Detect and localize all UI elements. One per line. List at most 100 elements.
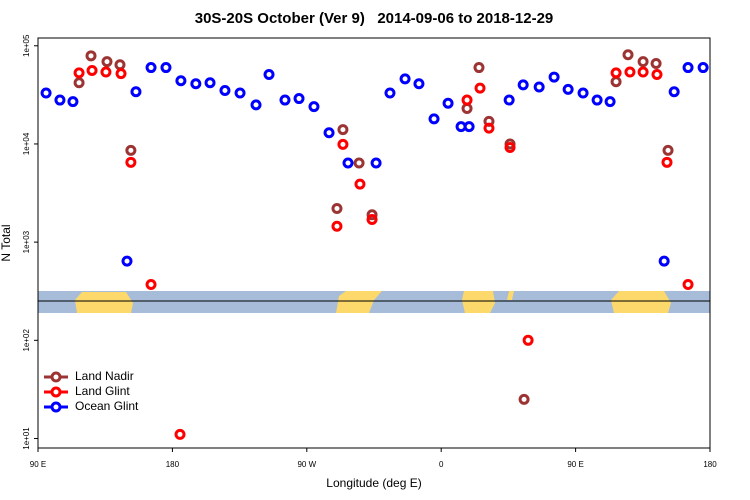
- point: [366, 214, 378, 226]
- y-tick-label: 1e+05: [22, 34, 31, 57]
- point: [54, 94, 66, 106]
- latitude-band: [38, 291, 710, 313]
- point: [101, 56, 113, 68]
- x-tick-label: 90 W: [297, 460, 316, 469]
- point: [591, 94, 603, 106]
- point: [661, 156, 673, 168]
- point: [518, 393, 530, 405]
- point: [637, 66, 649, 78]
- point: [637, 56, 649, 68]
- point: [293, 93, 305, 105]
- x-tick-label: 90 E: [30, 460, 46, 469]
- point: [67, 96, 79, 108]
- point: [461, 94, 473, 106]
- point: [234, 87, 246, 99]
- point: [160, 62, 172, 74]
- point: [668, 86, 680, 98]
- point: [263, 68, 275, 80]
- point: [342, 157, 354, 169]
- point: [463, 121, 475, 133]
- x-tick-label: 0: [439, 460, 444, 469]
- point: [413, 78, 425, 90]
- point: [399, 73, 411, 85]
- point: [662, 144, 674, 156]
- legend-marker: [50, 401, 62, 413]
- legend-label: Ocean Glint: [75, 399, 139, 413]
- point: [658, 255, 670, 267]
- point: [697, 62, 709, 74]
- point: [548, 71, 560, 83]
- legend-label: Land Nadir: [75, 369, 134, 383]
- land-shape: [75, 292, 133, 313]
- point: [366, 209, 378, 221]
- point: [503, 94, 515, 106]
- point: [73, 77, 85, 89]
- point: [115, 68, 127, 80]
- land-shape: [611, 291, 671, 313]
- legend-marker: [50, 386, 62, 398]
- y-tick-label: 1e+02: [22, 329, 31, 352]
- point: [219, 85, 231, 97]
- y-tick-label: 1e+04: [22, 132, 31, 155]
- land-shape: [507, 291, 514, 300]
- point: [331, 220, 343, 232]
- point: [474, 82, 486, 94]
- point: [354, 178, 366, 190]
- point: [250, 99, 262, 111]
- point: [145, 279, 157, 291]
- point: [533, 81, 545, 93]
- land-shape: [336, 291, 382, 313]
- point: [308, 101, 320, 113]
- y-tick-label: 1e+01: [22, 427, 31, 450]
- point: [522, 334, 534, 346]
- ocean-band: [38, 291, 710, 313]
- point: [174, 428, 186, 440]
- point: [682, 62, 694, 74]
- point: [337, 138, 349, 150]
- point: [121, 255, 133, 267]
- point: [483, 122, 495, 134]
- point: [337, 124, 349, 136]
- point: [473, 62, 485, 74]
- point: [323, 127, 335, 139]
- point: [604, 96, 616, 108]
- y-axis-label: N Total: [0, 224, 13, 261]
- point: [577, 87, 589, 99]
- point: [125, 144, 137, 156]
- point: [331, 203, 343, 215]
- point: [279, 94, 291, 106]
- point: [73, 67, 85, 79]
- point: [428, 113, 440, 125]
- x-tick-label: 180: [703, 460, 717, 469]
- point: [682, 279, 694, 291]
- land-shape: [462, 291, 495, 313]
- point: [517, 79, 529, 91]
- point: [204, 77, 216, 89]
- x-axis-label: Longitude (deg E): [326, 476, 421, 490]
- point: [114, 59, 126, 71]
- point: [650, 57, 662, 69]
- point: [562, 83, 574, 95]
- point: [86, 64, 98, 76]
- chart-title: 30S-20S October (Ver 9) 2014-09-06 to 20…: [195, 10, 554, 27]
- point: [130, 86, 142, 98]
- legend-marker: [50, 371, 62, 383]
- point: [85, 50, 97, 62]
- point: [370, 157, 382, 169]
- point: [190, 78, 202, 90]
- point: [100, 66, 112, 78]
- point: [610, 67, 622, 79]
- point: [622, 49, 634, 61]
- point: [145, 62, 157, 74]
- x-tick-label: 90 E: [567, 460, 583, 469]
- point: [384, 87, 396, 99]
- legend-label: Land Glint: [75, 384, 130, 398]
- point: [40, 87, 52, 99]
- point: [461, 102, 473, 114]
- point: [651, 68, 663, 80]
- y-tick-label: 1e+03: [22, 230, 31, 253]
- point: [624, 66, 636, 78]
- point: [504, 142, 516, 154]
- point: [125, 156, 137, 168]
